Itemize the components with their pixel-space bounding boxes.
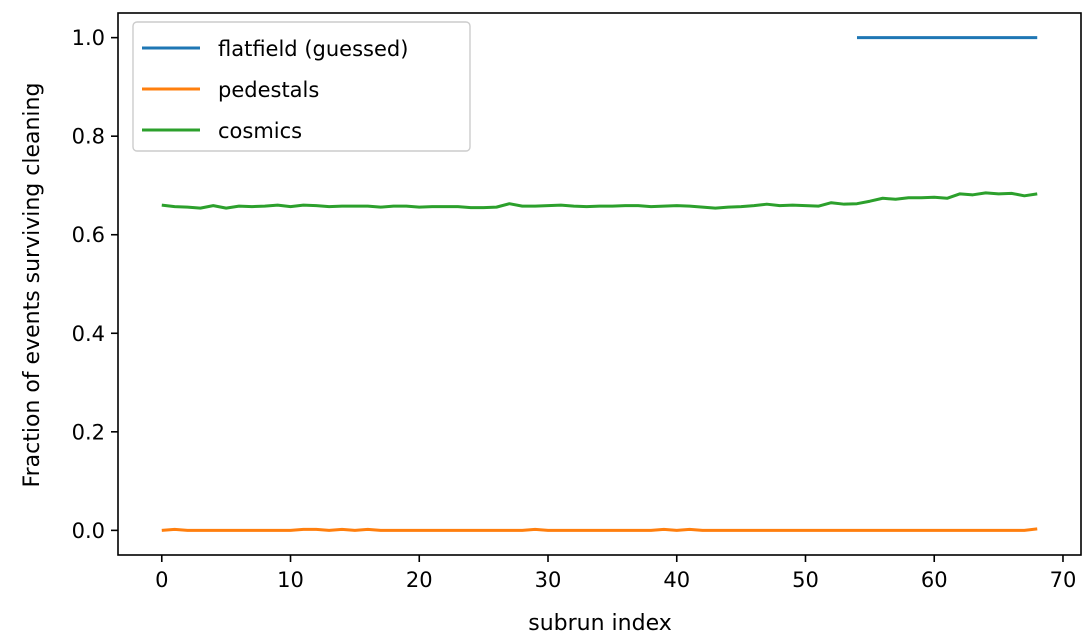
x-tick-label: 0: [155, 568, 168, 592]
y-tick-label: 0.6: [72, 223, 105, 247]
series-line-cosmics: [161, 191, 1038, 210]
y-tick-label: 0.0: [72, 519, 105, 543]
y-tick-label: 1.0: [72, 26, 105, 50]
y-tick-label: 0.4: [72, 322, 105, 346]
x-axis-label: subrun index: [528, 611, 671, 636]
x-tick-label: 50: [792, 568, 819, 592]
x-tick-label: 40: [663, 568, 690, 592]
axes-frame: [117, 12, 1082, 556]
x-tick-label: 30: [535, 568, 562, 592]
x-tick-label: 70: [1050, 568, 1077, 592]
legend-box: [132, 21, 471, 152]
legend: flatfield (guessed) pedestals cosmics: [132, 21, 471, 152]
x-tick-label: 10: [277, 568, 304, 592]
series-layer: [161, 36, 1038, 532]
legend-label: pedestals: [218, 78, 319, 102]
x-tick-label: 20: [406, 568, 433, 592]
axes-layer: 0 10 20 30 40 50 60 70 0.0 0.2 0.4 0.6 0.8 1.0: [72, 12, 1082, 592]
y-axis-label: Fraction of events surviving cleaning: [20, 83, 45, 488]
x-tick-label: 60: [921, 568, 948, 592]
series-line-pedestals: [161, 527, 1038, 532]
legend-label: cosmics: [218, 119, 302, 143]
y-tick-label: 0.2: [72, 420, 105, 444]
legend-label: flatfield (guessed): [218, 37, 408, 61]
y-tick-label: 0.8: [72, 125, 105, 149]
